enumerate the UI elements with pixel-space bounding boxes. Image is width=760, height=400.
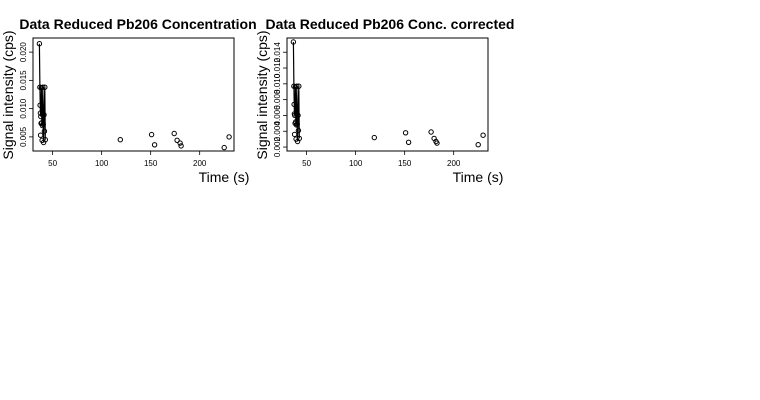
y-ticks: 0.005 0.010 0.015 0.020 <box>19 42 33 147</box>
data-point <box>296 135 302 142</box>
data-point <box>226 134 232 140</box>
data-point <box>371 134 377 141</box>
chart-panel-corrected: Data Reduced Pb206 Conc. corrected 50 100… <box>254 16 514 185</box>
data-point <box>294 83 300 89</box>
data-point <box>41 128 48 134</box>
x-tick-label: 100 <box>95 159 109 168</box>
data-point <box>171 130 177 137</box>
data-point <box>42 137 48 143</box>
data-point <box>177 140 183 146</box>
y-tick-label: 0.014 <box>273 42 282 63</box>
plot-frame <box>286 37 489 152</box>
y-tick-label: 0.010 <box>19 98 28 119</box>
y-tick-label: 0.006 <box>273 105 282 126</box>
data-point <box>292 112 298 119</box>
data-point <box>174 137 180 144</box>
plot-frame <box>32 37 235 152</box>
x-tick-label: 50 <box>48 159 57 168</box>
chart-panel-concentration: Data Reduced Pb206 Concentration 50 100 15… <box>0 16 257 185</box>
data-point <box>291 131 298 138</box>
y-tick-label: 0.012 <box>273 57 282 78</box>
data-point <box>42 84 48 90</box>
series-line <box>292 41 300 142</box>
y-tick-label: 0.004 <box>273 121 282 142</box>
data-point <box>434 140 440 146</box>
x-tick-label: 50 <box>302 159 311 168</box>
data-point <box>294 121 300 127</box>
data-point <box>151 142 158 148</box>
data-point <box>402 130 409 136</box>
data-point <box>36 41 43 47</box>
data-point <box>428 129 434 135</box>
x-axis-label: Time (s) <box>453 169 504 185</box>
x-ticks: 50 100 150 200 <box>48 151 207 168</box>
data-point <box>148 131 155 138</box>
y-tick-label: 0.015 <box>19 70 28 91</box>
data-point <box>296 83 302 89</box>
data-point <box>475 142 481 148</box>
chart-title: Data Reduced Pb206 Concentration <box>19 16 256 32</box>
y-axis-label: Signal intensity (cps) <box>254 30 270 159</box>
x-ticks: 50 100 150 200 <box>302 151 461 168</box>
data-point <box>178 143 184 149</box>
data-point <box>221 144 227 151</box>
data-point <box>293 122 300 128</box>
data-point <box>117 137 124 143</box>
x-tick-label: 150 <box>398 159 412 168</box>
data-point <box>290 39 297 45</box>
x-tick-label: 100 <box>349 159 363 168</box>
data-point <box>40 121 46 128</box>
data-point <box>295 112 301 119</box>
data-point <box>480 132 486 138</box>
chart-title: Data Reduced Pb206 Conc. corrected <box>266 16 515 32</box>
x-tick-label: 150 <box>144 159 158 168</box>
data-series <box>290 39 486 148</box>
series-line <box>38 43 46 143</box>
data-point <box>40 84 46 90</box>
data-point <box>37 132 44 138</box>
y-axis-label: Signal intensity (cps) <box>0 30 16 159</box>
x-tick-label: 200 <box>193 159 207 168</box>
x-axis-label: Time (s) <box>199 169 250 185</box>
data-point <box>295 127 302 134</box>
y-tick-label: 0.020 <box>19 42 28 63</box>
data-point <box>291 101 297 108</box>
y-tick-label: 0.002 <box>273 136 282 157</box>
data-series <box>36 41 232 151</box>
y-tick-label: 0.010 <box>273 73 282 94</box>
y-tick-label: 0.005 <box>19 126 28 147</box>
data-point <box>405 139 412 146</box>
data-point <box>37 102 43 108</box>
y-tick-label: 0.008 <box>273 89 282 110</box>
data-point <box>41 112 47 118</box>
x-tick-label: 200 <box>447 159 461 168</box>
